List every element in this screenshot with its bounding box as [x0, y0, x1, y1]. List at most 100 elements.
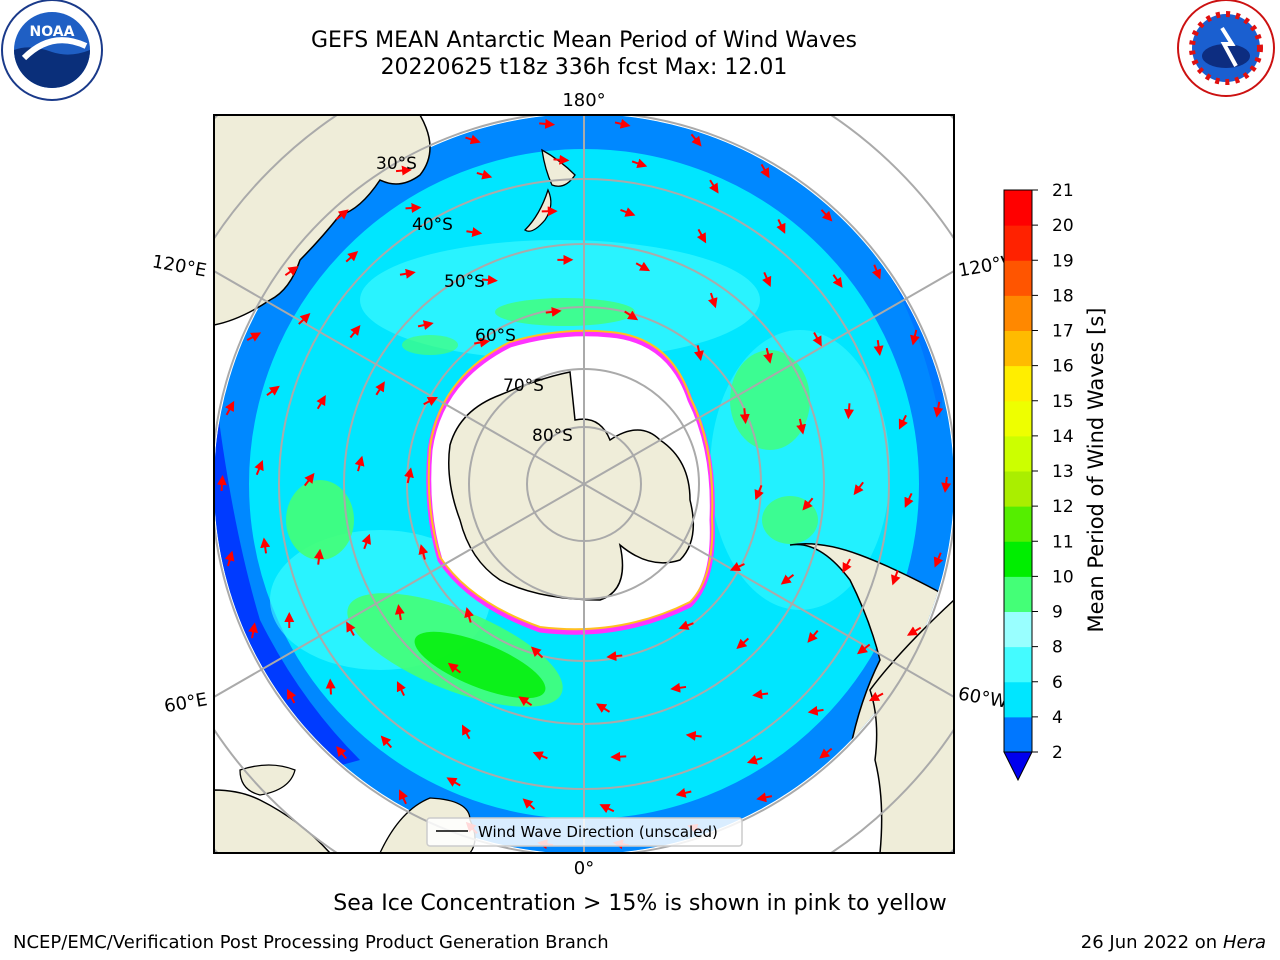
colorbar-tick-label: 15 [1052, 392, 1074, 412]
wind-wave-arrow [873, 339, 884, 356]
wind-wave-arrow [354, 455, 365, 472]
wind-wave-arrow [675, 787, 692, 798]
wind-wave-arrow [532, 751, 548, 761]
wind-wave-arrow [417, 320, 434, 330]
wind-wave-arrow [941, 476, 952, 493]
colorbar-title: Mean Period of Wind Waves [s] [1084, 307, 1108, 633]
colorbar-tick-label: 12 [1052, 497, 1074, 517]
wind-wave-arrow [286, 688, 297, 704]
wind-wave-arrow [266, 385, 280, 397]
wind-wave-arrow [595, 703, 611, 713]
wind-wave-arrow [553, 154, 570, 165]
colorbar-segment [1004, 330, 1032, 367]
wind-wave-arrow [754, 485, 764, 501]
wind-wave-arrow [670, 682, 687, 693]
colorbar-tick-label: 6 [1052, 673, 1063, 693]
wind-wave-arrow [868, 691, 884, 702]
wind-wave-arrow [802, 497, 814, 511]
lon-label-60e: 60°E [163, 689, 209, 717]
wind-wave-arrow [933, 552, 944, 568]
wind-wave-arrow [447, 662, 462, 674]
sea-ice-note: Sea Ice Concentration > 15% is shown in … [333, 891, 947, 916]
footer-credit: NCEP/EMC/Verification Post Processing Pr… [13, 932, 609, 953]
wind-wave-arrow [476, 169, 493, 180]
wind-wave-arrow [796, 418, 807, 435]
nws-logo-icon [1177, 0, 1275, 97]
wind-wave-arrow [216, 475, 227, 492]
colorbar-tick-label: 21 [1052, 181, 1074, 201]
colorbar-extend-triangle [1003, 751, 1033, 782]
lon-label-0: 0° [574, 858, 594, 879]
wind-wave-arrow [678, 620, 694, 630]
colorbar-segment [1004, 295, 1032, 331]
colorbar-tick-label: 20 [1052, 216, 1074, 236]
wind-wave-arrow [807, 705, 824, 716]
wind-wave-arrow [707, 292, 718, 309]
lat-label-40s: 40°S [412, 215, 453, 235]
map-title: GEFS MEAN Antarctic Mean Period of Wind … [311, 28, 857, 53]
colorbar-tick-label: 11 [1052, 532, 1074, 552]
wind-wave-arrow [316, 395, 326, 410]
wind-wave-arrow [832, 274, 843, 288]
wind-wave-arrow [539, 118, 556, 129]
colorbar-segment [1004, 260, 1032, 296]
wind-wave-arrow [481, 275, 498, 285]
colorbar-tick-label: 4 [1052, 708, 1063, 728]
map-legend: Wind Wave Direction (unscaled) [426, 817, 743, 847]
wind-wave-arrow [610, 751, 627, 762]
legend-label: Wind Wave Direction (unscaled) [478, 823, 718, 841]
wind-wave-arrow [313, 548, 324, 565]
wind-wave-arrow [530, 646, 544, 659]
wind-wave-arrow [709, 179, 719, 194]
colorbar-tick-label: 18 [1052, 286, 1074, 306]
lat-label-60s: 60°S [475, 326, 516, 346]
wind-wave-arrow [395, 165, 412, 176]
footer-date: 26 Jun 2022 on Hera [1081, 932, 1266, 953]
wind-wave-arrow [763, 347, 773, 364]
wind-wave-arrow [224, 550, 235, 567]
wind-wave-arrow [906, 626, 922, 636]
wind-wave-arrow [361, 533, 372, 550]
wind-wave-arrow [606, 651, 623, 662]
wind-wave-arrow [284, 266, 299, 277]
wind-wave-arrow [891, 569, 901, 586]
wind-wave-arrow [303, 472, 315, 487]
colorbar-segment [1004, 225, 1032, 261]
wind-wave-arrow [819, 747, 833, 759]
wind-wave-arrow [729, 561, 745, 572]
wind-wave-arrow [260, 537, 271, 554]
colorbar-segment [1004, 365, 1032, 402]
colorbar-tick-label: 14 [1052, 427, 1074, 447]
lat-label-80s: 80°S [532, 426, 573, 446]
wind-wave-arrow [696, 228, 707, 244]
wind-wave-arrow [736, 637, 750, 650]
wind-wave-arrow [346, 621, 356, 636]
wind-wave-arrow [325, 678, 336, 695]
noaa-logo-icon: NOAA [1, 0, 103, 101]
wind-wave-arrow [898, 414, 908, 430]
colorbar-segment [1004, 576, 1032, 612]
wind-wave-arrow [375, 381, 385, 396]
wind-wave-arrow [518, 696, 533, 707]
lat-label-70s: 70°S [503, 376, 544, 396]
lon-label-180: 180° [562, 90, 605, 111]
wind-wave-arrow [398, 789, 408, 805]
wind-wave-arrow [248, 622, 259, 639]
wind-wave-arrow [335, 209, 349, 221]
wind-wave-arrow [545, 306, 562, 317]
colorbar-segment [1004, 611, 1032, 648]
wind-wave-arrow [635, 261, 651, 272]
colorbar-segment [1004, 400, 1032, 437]
wind-wave-arrow [842, 558, 852, 574]
wind-wave-arrow [820, 209, 833, 222]
wind-wave-arrow [423, 397, 438, 406]
lat-label-50s: 50°S [444, 272, 485, 292]
wind-wave-arrow [871, 264, 882, 280]
wind-wave-arrow [246, 332, 262, 342]
wind-wave-arrow [404, 467, 414, 484]
colorbar-tick-label: 2 [1052, 743, 1063, 763]
colorbar-tick-label: 10 [1052, 567, 1074, 587]
wind-wave-arrow [762, 271, 772, 287]
wind-wave-arrow [694, 345, 704, 362]
lat-label-30s: 30°S [376, 154, 417, 174]
